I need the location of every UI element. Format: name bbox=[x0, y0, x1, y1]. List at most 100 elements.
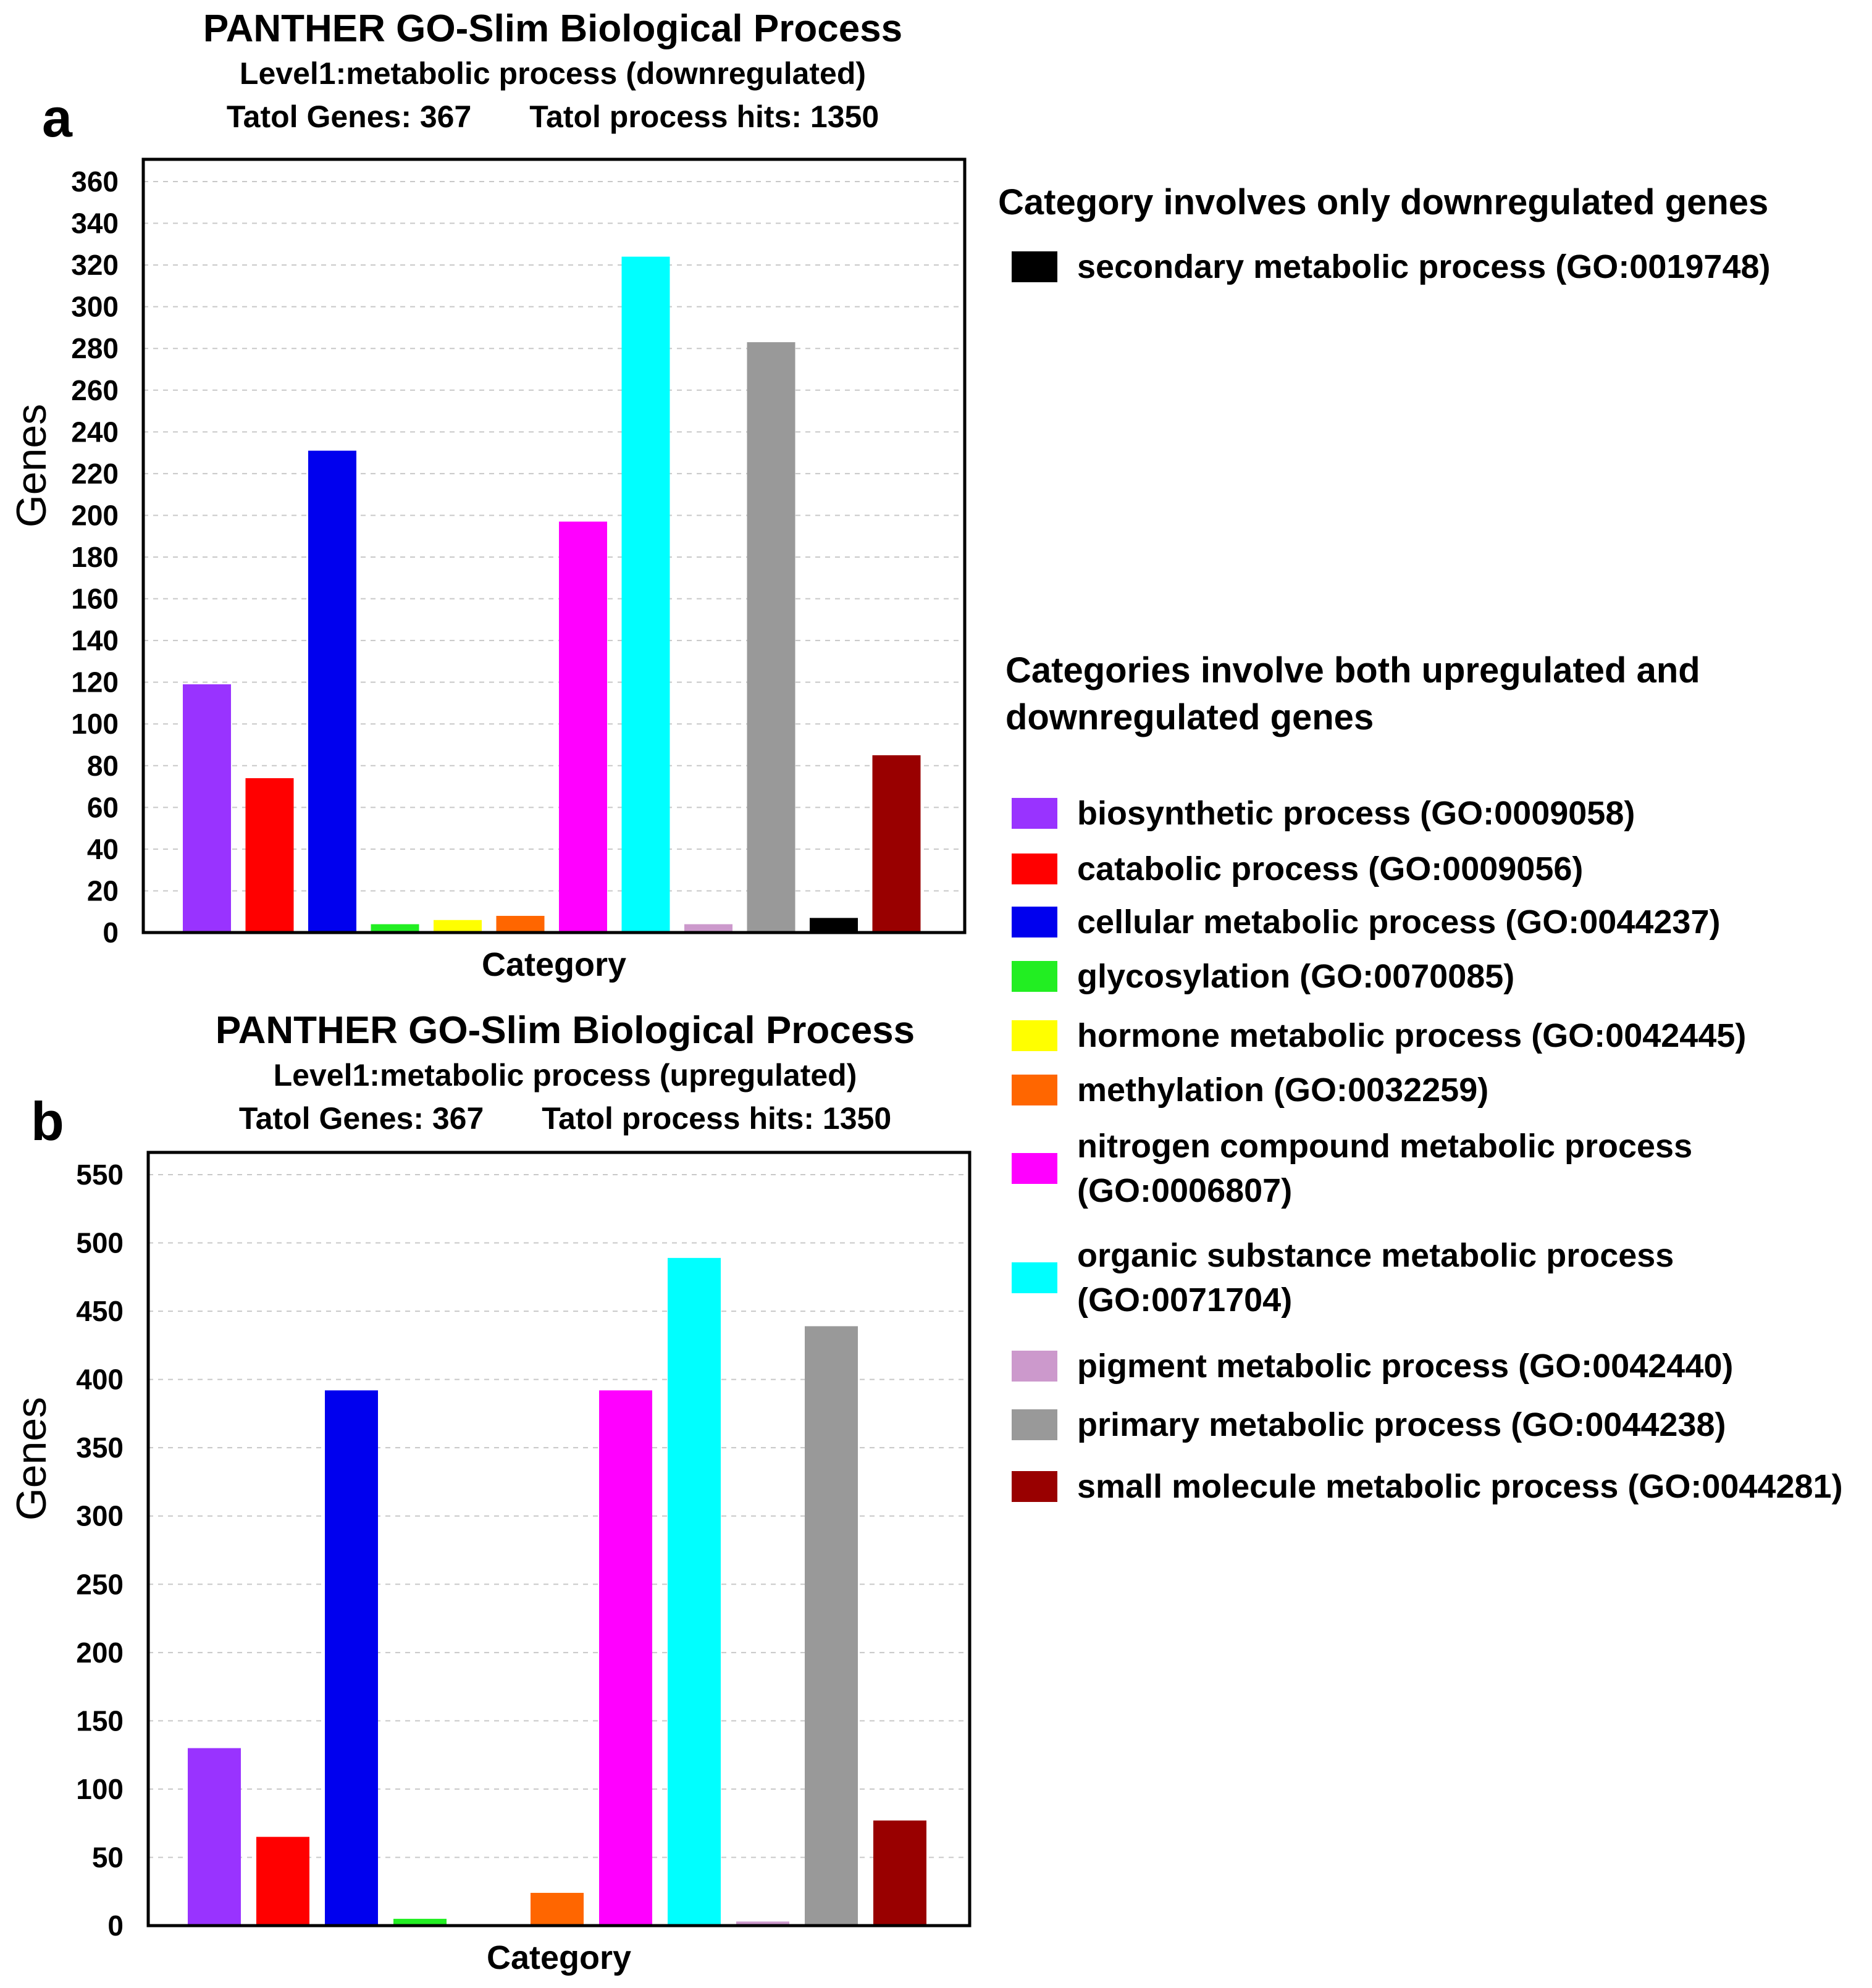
chart-a-ytick-label: 300 bbox=[71, 291, 119, 323]
legend-item: hormone metabolic process (GO:0042445) bbox=[1012, 1013, 1746, 1058]
chart-a-ytick-label: 80 bbox=[87, 750, 119, 782]
chart-a-ytick-label: 100 bbox=[71, 708, 119, 740]
panel-b-title: PANTHER GO-Slim Biological Process bbox=[215, 1009, 915, 1052]
chart-a-ylabel: Genes bbox=[8, 404, 55, 527]
legend-label: primary metabolic process (GO:0044238) bbox=[1077, 1406, 1726, 1443]
chart-b-ytick-label: 200 bbox=[76, 1637, 124, 1669]
panel-a-total-hits: Tatol process hits: 1350 bbox=[529, 99, 879, 134]
chart-b-ytick-label: 150 bbox=[76, 1705, 124, 1737]
chart-a-bar bbox=[245, 778, 294, 933]
legend-swatch bbox=[1012, 853, 1057, 884]
chart-b-ytick-label: 350 bbox=[76, 1432, 124, 1464]
legend-swatch bbox=[1012, 1153, 1057, 1184]
chart-b-bar bbox=[325, 1390, 378, 1926]
chart-a-ytick-label: 360 bbox=[71, 166, 119, 198]
chart-a-bar bbox=[559, 521, 607, 933]
chart-b-bar bbox=[188, 1748, 241, 1926]
chart-b-xlabel: Category bbox=[487, 1939, 631, 1976]
legend-swatch bbox=[1012, 798, 1057, 829]
legend-both-heading: Categories involve both upregulated and … bbox=[1005, 650, 1700, 737]
chart-b-bar bbox=[873, 1820, 926, 1926]
chart-a-bar bbox=[308, 450, 356, 933]
chart-a-xlabel: Category bbox=[482, 946, 626, 983]
chart-a-bar bbox=[747, 342, 795, 933]
chart-a-bar bbox=[434, 920, 482, 933]
chart-a-ytick-label: 240 bbox=[71, 416, 119, 448]
panel-a-title: PANTHER GO-Slim Biological Process bbox=[203, 7, 903, 50]
chart-b-bar bbox=[599, 1390, 652, 1926]
legend-swatch bbox=[1012, 1409, 1057, 1440]
legend-label: small molecule metabolic process (GO:004… bbox=[1077, 1468, 1843, 1505]
legend-item: organic substance metabolic process (GO:… bbox=[1012, 1233, 1806, 1322]
chart-a-ytick-label: 40 bbox=[87, 833, 119, 865]
chart-a-bar bbox=[621, 256, 670, 933]
chart-b-ylabel: Genes bbox=[8, 1397, 55, 1520]
legend-item: nitrogen compound metabolic process (GO:… bbox=[1012, 1124, 1806, 1213]
panel-b-total-hits: Tatol process hits: 1350 bbox=[542, 1101, 892, 1136]
legend-item: glycosylation (GO:0070085) bbox=[1012, 954, 1514, 999]
chart-a-ytick-label: 220 bbox=[71, 458, 119, 490]
chart-b-ytick-label: 400 bbox=[76, 1364, 124, 1396]
legend-swatch bbox=[1012, 1351, 1057, 1382]
chart-b-ytick-label: 300 bbox=[76, 1500, 124, 1532]
legend-item-secondary: secondary metabolic process (GO:0019748) bbox=[1012, 245, 1771, 289]
legend-only-down-heading: Category involves only downregulated gen… bbox=[998, 182, 1769, 222]
legend-item: cellular metabolic process (GO:0044237) bbox=[1012, 900, 1720, 944]
legend-item: methylation (GO:0032259) bbox=[1012, 1068, 1488, 1112]
legend-item: catabolic process (GO:0009056) bbox=[1012, 847, 1583, 891]
legend-item: pigment metabolic process (GO:0042440) bbox=[1012, 1344, 1733, 1388]
chart-a-bar bbox=[496, 915, 545, 933]
chart-a-plot-frame bbox=[141, 157, 967, 934]
chart-a-bar bbox=[810, 918, 858, 933]
chart-b-bar bbox=[531, 1892, 584, 1926]
chart-a-ytick-label: 0 bbox=[103, 916, 119, 949]
panel-b-header: PANTHER GO-Slim Biological Process Level… bbox=[105, 1008, 1025, 1140]
chart-a-ytick-label: 320 bbox=[71, 249, 119, 281]
panel-b-subtitle: Level1:metabolic process (upregulated) bbox=[273, 1058, 857, 1093]
chart-a-bar bbox=[872, 755, 921, 933]
legend-label: organic substance metabolic process (GO:… bbox=[1077, 1237, 1674, 1319]
legend-label: cellular metabolic process (GO:0044237) bbox=[1077, 904, 1721, 941]
legend-swatch bbox=[1012, 1471, 1057, 1502]
chart-a-ytick-label: 200 bbox=[71, 499, 119, 531]
chart-a-ytick-label: 20 bbox=[87, 874, 119, 907]
legend-label: pigment metabolic process (GO:0042440) bbox=[1077, 1348, 1734, 1385]
chart-a-ytick-label: 180 bbox=[71, 541, 119, 573]
chart-b-ytick-label: 550 bbox=[76, 1159, 124, 1191]
panel-a-subtitle: Level1:metabolic process (downregulated) bbox=[239, 56, 867, 91]
legend-label: hormone metabolic process (GO:0042445) bbox=[1077, 1017, 1747, 1054]
chart-a-bar bbox=[684, 924, 732, 933]
legend-label: secondary metabolic process (GO:0019748) bbox=[1077, 248, 1771, 285]
chart-a-ytick-label: 140 bbox=[71, 624, 119, 656]
panel-a-total-genes: Tatol Genes: 367 bbox=[226, 99, 472, 134]
chart-b-bar bbox=[393, 1918, 447, 1926]
legend-label: methylation (GO:0032259) bbox=[1077, 1072, 1489, 1109]
chart-a-ytick-label: 160 bbox=[71, 583, 119, 615]
legend-item: biosynthetic process (GO:0009058) bbox=[1012, 791, 1635, 836]
panel-b-stats: Tatol Genes: 367 Tatol process hits: 135… bbox=[105, 1097, 1025, 1140]
legend-swatch bbox=[1012, 907, 1057, 937]
chart-a-ytick-label: 340 bbox=[71, 208, 119, 240]
chart-a-ytick-label: 60 bbox=[87, 791, 119, 823]
panel-b-total-genes: Tatol Genes: 367 bbox=[238, 1101, 484, 1136]
chart-b-bar bbox=[668, 1257, 721, 1926]
legend-swatch bbox=[1012, 251, 1057, 282]
chart-b-ytick-label: 450 bbox=[76, 1295, 124, 1327]
chart-b-ytick-label: 50 bbox=[92, 1841, 124, 1873]
legend-item: small molecule metabolic process (GO:004… bbox=[1012, 1464, 1843, 1509]
chart-b-ytick-label: 0 bbox=[107, 1910, 124, 1942]
chart-b-bar bbox=[256, 1837, 309, 1926]
chart-b-bar bbox=[736, 1921, 789, 1926]
chart-a-ytick-label: 260 bbox=[71, 374, 119, 406]
legend-label: biosynthetic process (GO:0009058) bbox=[1077, 795, 1635, 832]
chart-b-ytick-label: 250 bbox=[76, 1568, 124, 1600]
chart-b-bar bbox=[805, 1326, 858, 1926]
legend-swatch bbox=[1012, 1262, 1057, 1293]
legend-label: catabolic process (GO:0009056) bbox=[1077, 850, 1584, 887]
legend-label: glycosylation (GO:0070085) bbox=[1077, 958, 1515, 995]
chart-a-bar bbox=[371, 924, 419, 933]
panel-a-letter: a bbox=[42, 87, 72, 148]
legend-label: nitrogen compound metabolic process (GO:… bbox=[1077, 1128, 1693, 1209]
chart-b-plot-frame bbox=[146, 1151, 972, 1927]
